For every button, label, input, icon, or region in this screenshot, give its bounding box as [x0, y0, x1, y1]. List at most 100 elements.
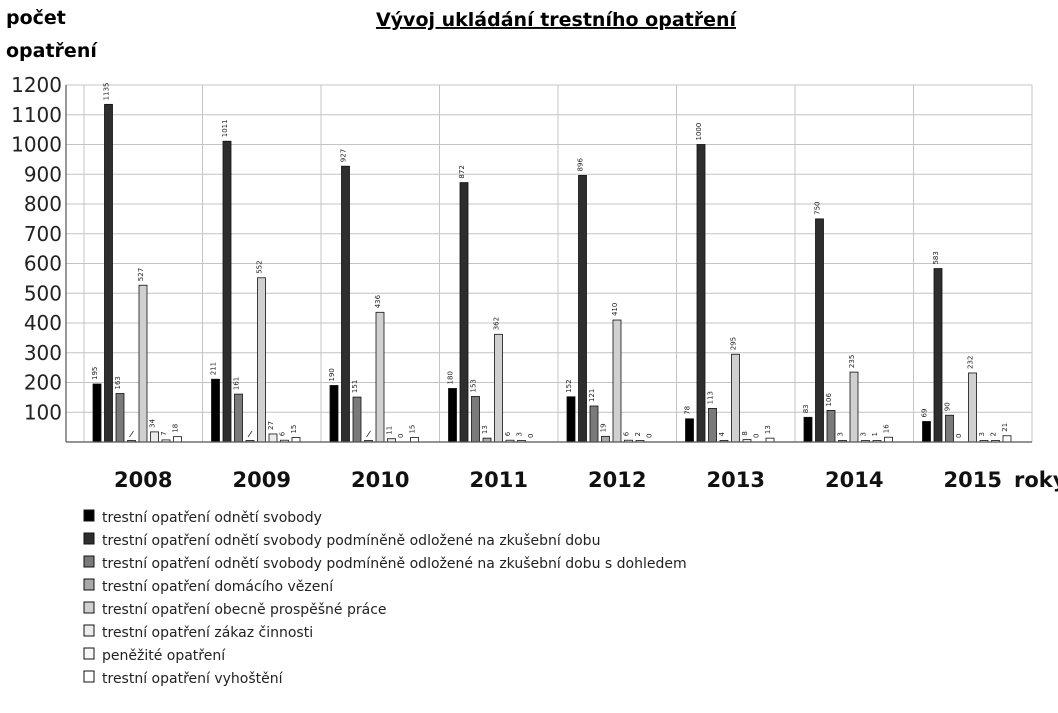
legend-swatch	[83, 555, 95, 568]
bar	[268, 433, 278, 443]
data-label: 3	[978, 432, 986, 436]
data-label: 0	[527, 434, 535, 438]
bar	[471, 396, 480, 443]
y-tick-label: 600	[24, 252, 62, 276]
bar	[589, 405, 599, 443]
data-label: 552	[256, 260, 264, 273]
bar	[922, 421, 931, 443]
bar	[494, 333, 503, 443]
data-label: 152	[565, 379, 573, 392]
data-label: 161	[233, 377, 241, 390]
data-label: 15	[409, 425, 417, 434]
bar	[341, 165, 350, 443]
data-label: 16	[883, 424, 891, 433]
bar	[803, 416, 813, 443]
data-label: 6	[623, 431, 631, 436]
data-label: 34	[149, 418, 157, 427]
data-label: 362	[493, 317, 501, 330]
data-label: 232	[967, 356, 975, 369]
bar	[566, 396, 576, 443]
data-label: 11	[386, 426, 394, 435]
data-label: 1	[871, 432, 879, 436]
data-label: 69	[921, 409, 929, 418]
x-axis-title: roky	[1014, 468, 1058, 492]
bar	[731, 353, 740, 443]
data-label: 83	[802, 404, 810, 413]
data-label: 195	[91, 367, 99, 380]
bar	[685, 418, 694, 443]
y-tick-label: 900	[24, 162, 62, 186]
legend-swatch	[83, 624, 95, 637]
data-label: 7	[160, 431, 168, 435]
bar	[352, 396, 362, 443]
data-label: 6	[504, 431, 512, 436]
x-tick-label: 2010	[351, 468, 409, 492]
data-label: 583	[932, 251, 940, 264]
data-label: 896	[577, 158, 585, 172]
data-label: 3	[837, 432, 845, 436]
bar	[945, 414, 954, 443]
legend-swatch	[83, 532, 95, 545]
bar	[459, 182, 469, 443]
zero-value-mark	[247, 430, 253, 438]
data-label: 295	[730, 337, 738, 350]
data-label: 0	[397, 434, 405, 438]
legend-swatch	[83, 601, 95, 614]
bar	[696, 144, 706, 443]
data-label: 436	[374, 294, 382, 308]
x-tick-label: 2012	[588, 468, 646, 492]
legend-label: trestní opatření obecně prospěšné práce	[102, 602, 387, 618]
data-label: 1011	[221, 119, 229, 137]
legend: trestní opatření odnětí svobody trestní o…	[83, 509, 687, 687]
y-tick-label: 300	[24, 341, 62, 365]
data-label: 121	[588, 389, 596, 402]
data-label: 6	[279, 431, 287, 436]
bar	[601, 435, 610, 443]
bar	[115, 393, 125, 443]
data-label: 211	[210, 362, 218, 375]
legend-swatch	[83, 509, 95, 522]
x-tick-label: 2008	[114, 468, 172, 492]
data-label: 15	[290, 425, 298, 434]
legend-label: trestní opatření odnětí svobody	[102, 510, 322, 526]
data-label: 1000	[695, 123, 703, 141]
data-label: 2	[990, 432, 998, 436]
data-label: 527	[137, 268, 145, 281]
y-tick-label: 500	[24, 281, 62, 305]
data-label: 3	[516, 432, 524, 436]
y-tick-label: 400	[24, 311, 62, 335]
bar	[849, 371, 859, 443]
y-tick-label: 1100	[11, 103, 62, 127]
data-label: 13	[764, 425, 772, 434]
bar	[933, 268, 943, 443]
axes: 1002003004005006007008009001000110012002…	[11, 73, 1032, 492]
data-label: 13	[481, 425, 489, 434]
bar	[375, 311, 385, 443]
x-tick-label: 2015	[944, 468, 1002, 492]
data-label: 18	[172, 424, 180, 433]
legend-label: trestní opatření odnětí svobody podmíněn…	[102, 533, 600, 549]
data-label: 750	[814, 202, 822, 215]
bar	[257, 277, 266, 443]
data-label: 113	[707, 391, 715, 404]
y-tick-label: 1200	[11, 73, 62, 97]
bar	[173, 436, 182, 443]
bar	[1002, 435, 1012, 443]
bar	[329, 385, 339, 443]
y-tick-label: 1000	[11, 133, 62, 157]
x-tick-label: 2009	[233, 468, 291, 492]
legend-label: trestní opatření odnětí svobody podmíněn…	[102, 556, 687, 572]
data-label: 927	[340, 149, 348, 162]
zero-value-mark	[129, 430, 134, 438]
bar	[138, 284, 148, 443]
chart-title: Vývoj ukládání trestního opatření	[376, 9, 738, 31]
data-label: 0	[955, 434, 963, 438]
legend-label: trestní opatření vyhoštění	[102, 671, 284, 687]
legend-swatch	[83, 670, 95, 683]
data-label: 3	[860, 432, 868, 436]
bar	[104, 103, 113, 443]
bar	[92, 383, 102, 443]
x-tick-label: 2013	[707, 468, 765, 492]
legend-swatch	[83, 647, 95, 660]
